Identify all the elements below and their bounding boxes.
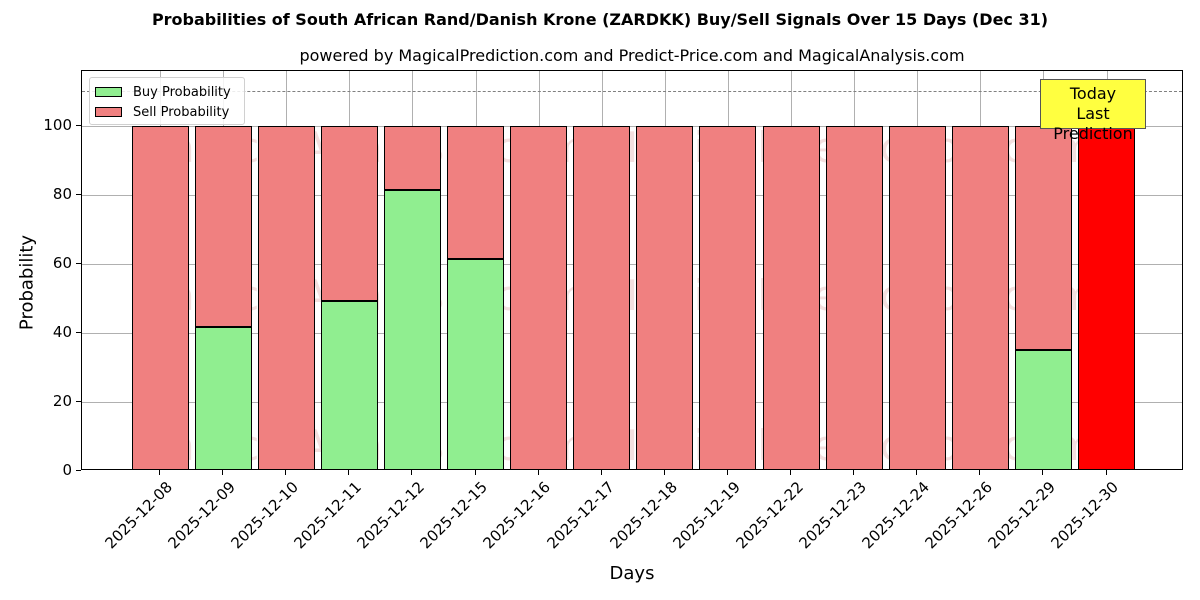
today-annotation: Today Last Prediction — [1040, 79, 1146, 143]
x-tick — [348, 470, 350, 475]
bar-sell — [636, 125, 694, 469]
x-axis-label: Days — [609, 563, 655, 584]
y-tick-label: 40 — [52, 322, 72, 341]
y-tick-label: 60 — [52, 253, 72, 272]
x-tick-label: 2025-12-24 — [858, 478, 933, 553]
x-tick-label: 2025-12-15 — [416, 478, 492, 553]
y-tick — [76, 400, 81, 402]
x-tick-label: 2025-12-30 — [1047, 478, 1123, 553]
plot-area: MagicalAnalysis.comMagicalPrediction.com… — [81, 70, 1183, 470]
bar-sell — [888, 125, 946, 469]
x-tick — [790, 470, 791, 475]
y-tick-label: 20 — [52, 391, 72, 410]
legend-item-sell: Sell Probability — [95, 104, 229, 120]
y-tick-label: 80 — [52, 184, 72, 203]
x-tick — [600, 470, 602, 475]
bar-sell — [825, 125, 883, 469]
annotation-line-1: Today — [1069, 84, 1117, 103]
x-tick-label: 2025-12-26 — [921, 478, 997, 553]
bar-buy — [194, 326, 252, 469]
x-tick-label: 2025-12-23 — [795, 478, 870, 553]
legend: Buy Probability Sell Probability — [89, 77, 245, 125]
y-tick-label: 0 — [62, 461, 72, 479]
x-tick — [1105, 470, 1107, 475]
bar-buy — [447, 258, 504, 469]
bar-sell — [699, 125, 757, 469]
bar-buy — [1014, 350, 1072, 469]
x-tick — [979, 470, 981, 475]
grid-line-h — [82, 332, 1182, 334]
x-tick — [663, 470, 665, 475]
bar-sell — [1014, 125, 1072, 351]
grid-line-h — [82, 125, 1182, 127]
bar-sell — [762, 125, 820, 469]
y-tick — [76, 193, 81, 195]
bar-sell — [573, 125, 631, 469]
x-tick — [411, 470, 413, 475]
y-tick — [76, 124, 81, 126]
x-tick-label: 2025-12-11 — [290, 478, 366, 553]
chart-subtitle: powered by MagicalPrediction.com and Pre… — [299, 46, 965, 65]
x-tick-label: 2025-12-09 — [164, 478, 239, 553]
x-tick-label: 2025-12-08 — [101, 478, 176, 553]
legend-buy-label: Buy Probability — [133, 84, 231, 100]
bar-sell — [194, 125, 252, 327]
x-tick — [916, 470, 918, 475]
bar-sell — [257, 125, 315, 469]
y-tick — [76, 262, 81, 264]
bar-buy — [383, 190, 441, 469]
bar-today — [1078, 125, 1135, 469]
y-tick — [76, 331, 81, 333]
x-tick-label: 2025-12-16 — [479, 478, 555, 553]
x-tick — [726, 470, 728, 475]
x-tick — [1042, 470, 1044, 475]
y-tick — [76, 470, 81, 471]
bar-buy — [320, 300, 378, 469]
bar-sell — [510, 125, 568, 469]
sell-swatch-icon — [95, 107, 122, 117]
bar-sell — [320, 125, 378, 301]
bar-sell — [131, 125, 189, 469]
x-tick-label: 2025-12-17 — [543, 478, 618, 553]
x-tick-label: 2025-12-29 — [984, 478, 1060, 553]
x-tick — [285, 470, 287, 475]
bar-sell — [951, 125, 1009, 469]
reference-line-110 — [82, 90, 1182, 92]
y-tick-label: 100 — [43, 115, 72, 134]
x-tick-label: 2025-12-10 — [227, 478, 302, 553]
x-tick-label: 2025-12-22 — [732, 478, 807, 553]
x-tick — [853, 470, 855, 475]
legend-sell-label: Sell Probability — [133, 104, 230, 120]
grid-line-h — [82, 194, 1182, 196]
x-tick-label: 2025-12-19 — [669, 478, 744, 553]
x-tick-label: 2025-12-12 — [353, 478, 429, 553]
grid-line-h — [82, 263, 1182, 265]
buy-swatch-icon — [95, 87, 122, 97]
x-tick — [222, 470, 224, 475]
chart-title: Probabilities of South African Rand/Dani… — [151, 10, 1049, 29]
x-tick — [159, 470, 160, 475]
x-tick — [537, 470, 539, 475]
x-tick — [474, 470, 476, 475]
legend-item-buy: Buy Probability — [95, 84, 231, 100]
bar-sell — [383, 125, 441, 191]
annotation-line-2: Last Prediction — [1053, 104, 1133, 143]
grid-line-h — [82, 401, 1182, 403]
bar-sell — [447, 125, 504, 259]
